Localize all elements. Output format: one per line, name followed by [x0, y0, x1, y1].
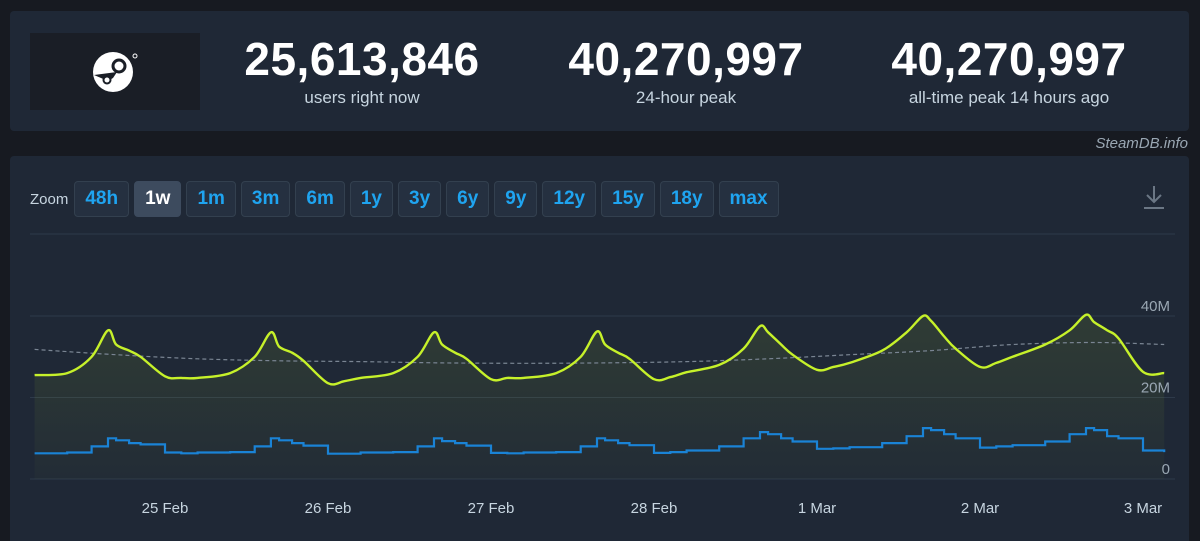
zoom-button-3m[interactable]: 3m [240, 181, 291, 217]
zoom-label: Zoom [30, 190, 69, 208]
stat-value: 40,270,997 [568, 33, 804, 85]
y-tick-label: 20M [1141, 380, 1170, 397]
zoom-button-1m[interactable]: 1m [186, 181, 236, 217]
stat-users-now: 25,613,846 users right now [232, 33, 492, 109]
stat-all-time-peak: 40,270,997 all-time peak 14 hours ago [879, 33, 1139, 109]
steamdb-credit-link[interactable]: SteamDB.info [1095, 135, 1188, 152]
users-series-line [34, 313, 1165, 386]
stat-24h-peak: 40,270,997 24-hour peak [556, 33, 816, 109]
stat-label: all-time peak 14 hours ago [908, 88, 1110, 107]
zoom-button-18y[interactable]: 18y [659, 181, 714, 217]
stat-value: 25,613,846 [244, 33, 480, 85]
chart-panel: 0 20M 40M 25 Feb 26 Feb 27 Feb 28 Feb 1 Mar 2 Ma… [10, 156, 1189, 541]
x-tick-label: 25 Feb [142, 500, 189, 517]
zoom-bar: Zoom 48h 1w 1m 3m 6m 1y 3y 6y 9y 12y 15y 18y max [30, 180, 784, 218]
x-tick-label: 3 Mar [1124, 500, 1162, 517]
zoom-button-6y[interactable]: 6y [446, 181, 490, 217]
zoom-button-9y[interactable]: 9y [494, 181, 538, 217]
users-area [34, 314, 1165, 479]
zoom-button-3y[interactable]: 3y [398, 181, 442, 217]
stat-value: 40,270,997 [891, 33, 1127, 85]
zoom-button-12y[interactable]: 12y [542, 181, 597, 217]
zoom-button-15y[interactable]: 15y [601, 181, 655, 217]
trend-line [34, 341, 1165, 364]
x-tick-label: 28 Feb [631, 500, 678, 517]
zoom-button-48h[interactable]: 48h [74, 181, 130, 217]
stats-panel: 25,613,846 users right now 40,270,997 24… [10, 11, 1189, 131]
steam-logo-icon [93, 51, 138, 92]
player-count-chart: 0 20M 40M 25 Feb 26 Feb 27 Feb 28 Feb 1 Mar 2 Ma… [30, 233, 1175, 517]
y-tick-label: 40M [1141, 298, 1170, 315]
zoom-button-1w[interactable]: 1w [134, 181, 182, 217]
stat-label: users right now [304, 88, 420, 107]
x-tick-label: 26 Feb [305, 500, 352, 517]
y-tick-label: 0 [1162, 461, 1170, 478]
zoom-button-1y[interactable]: 1y [349, 181, 393, 217]
download-icon[interactable] [1141, 184, 1167, 212]
zoom-buttons: 48h 1w 1m 3m 6m 1y 3y 6y 9y 12y 15y 18y max [74, 181, 783, 217]
in-game-series-line [34, 427, 1166, 455]
steam-logo [30, 33, 200, 110]
zoom-button-6m[interactable]: 6m [295, 181, 345, 217]
x-tick-label: 2 Mar [961, 500, 999, 517]
stat-label: 24-hour peak [635, 88, 737, 107]
x-tick-label: 1 Mar [798, 500, 836, 517]
zoom-button-max[interactable]: max [718, 181, 779, 217]
x-tick-label: 27 Feb [468, 500, 515, 517]
